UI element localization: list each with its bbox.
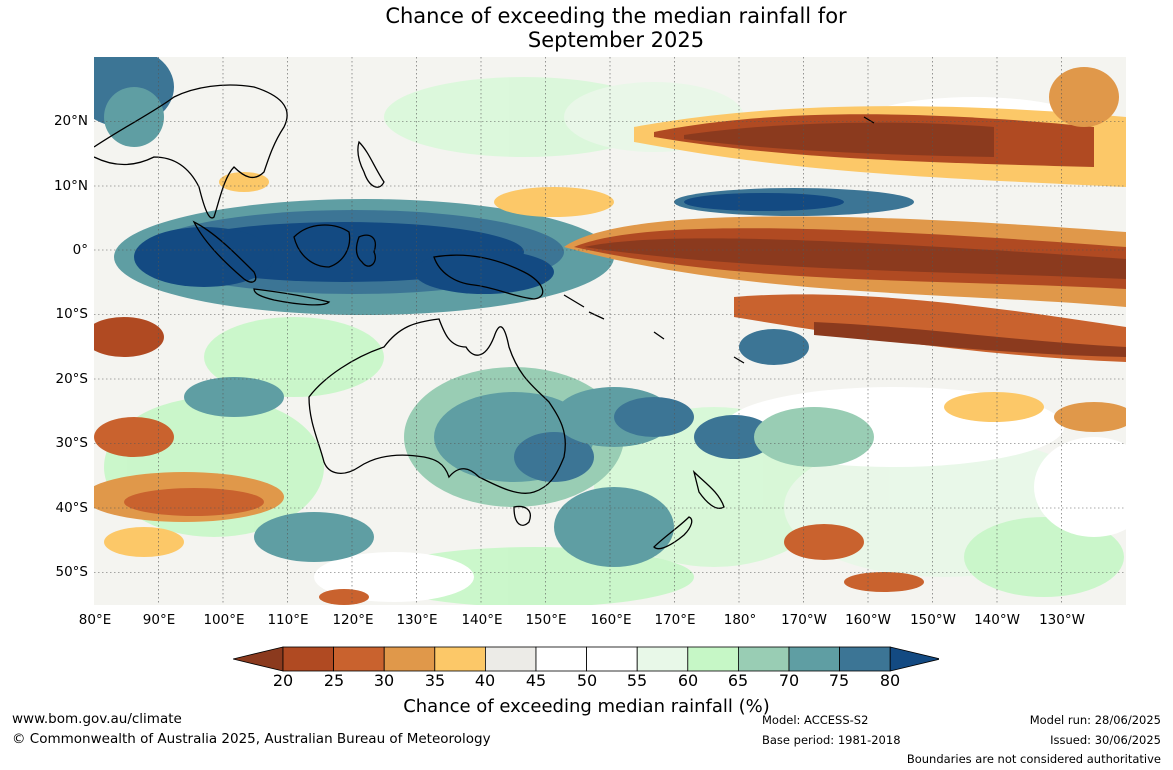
lon-label: 140°E [461, 612, 503, 628]
model-run-text: Model run: 28/06/2025 [1029, 713, 1161, 727]
lat-label: 30°S [55, 435, 89, 451]
wet-australia [184, 237, 1126, 567]
lon-label: 150°E [525, 612, 567, 628]
lon-label: 130°E [396, 612, 438, 628]
tasmania-coastline [513, 505, 531, 526]
colorbar-label: Chance of exceeding median rainfall (%) [403, 696, 770, 717]
wet-north-pacific [674, 188, 914, 216]
title-line-2: September 2025 [527, 28, 705, 52]
australia-coastline [308, 318, 566, 494]
base-period-text: Base period: 1981-2018 [762, 733, 901, 747]
lat-label: 20°N [53, 113, 88, 129]
model-text: Model: ACCESS-S2 [762, 713, 869, 727]
pacific-islands-coastline [653, 116, 875, 364]
website-text: www.bom.gov.au/climate [12, 711, 182, 727]
lon-label: 90°E [142, 612, 176, 628]
graticule [94, 57, 1126, 605]
disclaimer-text: Boundaries are not considered authoritat… [906, 752, 1161, 766]
lat-label: 20°S [55, 371, 89, 387]
lon-label: 160°W [845, 612, 891, 628]
map-title: Chance of exceeding the median rainfall … [0, 4, 1173, 52]
issued-text: Issued: 30/06/2025 [1050, 733, 1161, 747]
lon-label: 160°E [590, 612, 632, 628]
lat-label: 10°N [53, 178, 88, 194]
colorbar-cell [737, 646, 790, 672]
new-guinea-coastline [433, 254, 544, 300]
colorbar-tick: 65 [727, 671, 749, 690]
lon-label: 140°W [974, 612, 1020, 628]
colorbar-tick: 40 [474, 671, 496, 690]
colorbar-cell [282, 646, 334, 672]
colorbar-cell [535, 646, 587, 672]
colorbar-cell [586, 646, 638, 672]
colorbar-cell [788, 646, 840, 672]
colorbar-cell [839, 646, 891, 672]
colorbar-tick: 80 [879, 671, 901, 690]
colorbar-cell [484, 646, 537, 672]
rainfall-probability-map [94, 57, 1126, 605]
title-line-1: Chance of exceeding the median rainfall … [385, 4, 847, 28]
dry-southern-indian-ocean [94, 172, 1126, 605]
lat-label: 50°S [55, 564, 89, 580]
lon-label: 180° [723, 612, 757, 628]
lon-label: 170°W [781, 612, 827, 628]
colorbar-cell [383, 646, 436, 672]
se-asia-coastline [94, 84, 288, 219]
colorbar-extend-low [233, 646, 284, 672]
wet-maritime-continent [94, 57, 614, 315]
lat-label: 10°S [55, 306, 89, 322]
copyright-text: © Commonwealth of Australia 2025, Austra… [12, 731, 491, 747]
colorbar-extend-high [889, 646, 939, 672]
lon-label: 150°W [910, 612, 956, 628]
colorbar-tick: 30 [373, 671, 395, 690]
lon-label: 110°E [267, 612, 309, 628]
lat-label: 40°S [55, 500, 89, 516]
lon-label: 100°E [203, 612, 245, 628]
colorbar-cell [636, 646, 689, 672]
colorbar-tick: 20 [272, 671, 294, 690]
sulawesi-coastline [355, 234, 376, 267]
lon-label: 120°E [332, 612, 374, 628]
philippines-coastline [357, 140, 385, 188]
colorbar-tick: 25 [323, 671, 345, 690]
colorbar-tick: 75 [828, 671, 850, 690]
colorbar-tick: 45 [525, 671, 547, 690]
lon-label: 130°W [1039, 612, 1085, 628]
colorbar-cell [687, 646, 739, 672]
new-zealand-coastline [653, 469, 725, 550]
colorbar-tick: 50 [576, 671, 598, 690]
colorbar-tick: 35 [424, 671, 446, 690]
lon-label: 170°E [654, 612, 696, 628]
colorbar-tick: 55 [626, 671, 648, 690]
dry-north-pacific [634, 67, 1126, 187]
solomon-islands-coastline [563, 294, 605, 320]
colorbar-tick: 70 [778, 671, 800, 690]
borneo-coastline [293, 224, 351, 268]
colorbar-cell [434, 646, 486, 672]
colorbar-cell [333, 646, 385, 672]
colorbar-tick: 60 [677, 671, 699, 690]
java-coastline [253, 288, 331, 306]
lat-label: 0° [72, 242, 88, 258]
colorbar [233, 646, 939, 672]
dry-equatorial-pacific [564, 216, 1126, 362]
lon-label: 80°E [78, 612, 112, 628]
